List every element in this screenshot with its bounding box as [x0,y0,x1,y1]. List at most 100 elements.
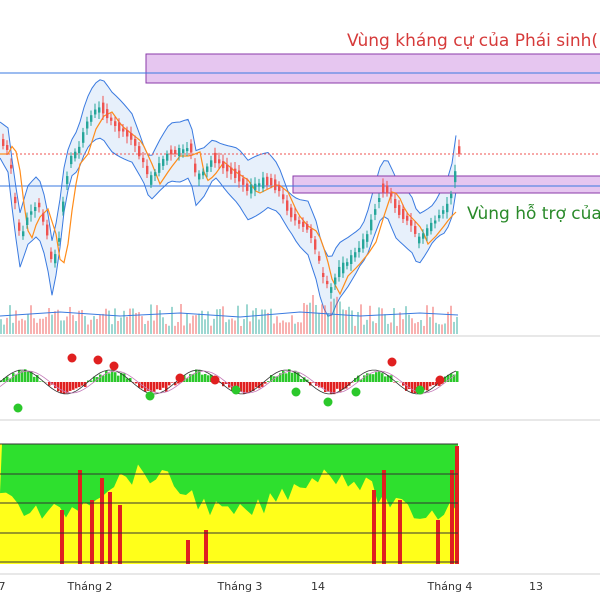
volume-bar [264,310,266,334]
volume-bar [225,322,227,334]
oscillator-bar [60,382,63,393]
volume-bar [450,306,452,334]
signal-dot [232,386,241,395]
candle [50,252,52,259]
volume-bar [210,326,212,334]
volume-bar [291,315,293,334]
candle [138,146,140,156]
oscillator-bar [285,373,288,382]
oscillator-bar [429,382,432,386]
signal-dot [436,376,445,385]
oscillator-bar [69,382,72,391]
heatmap-red-bar [204,530,208,564]
candle [10,165,12,169]
heatmap-red-bar [78,470,82,564]
volume-bar [96,319,98,334]
oscillator-bar [18,370,21,382]
volume-bar [102,314,104,334]
oscillator-bar [90,381,93,382]
volume-bar [324,305,326,334]
candle [42,213,44,221]
oscillator-bar [159,382,162,390]
candle [70,156,72,164]
candle [290,208,292,218]
signal-dot [176,374,185,383]
oscillator-bar [162,382,165,388]
volume-bar [273,323,275,334]
candle [422,233,424,238]
volume-bar [174,326,176,334]
x-tick-label: 7 [0,580,6,593]
oscillator-bar [57,382,60,391]
volume-bar [249,321,251,334]
oscillator-bar [321,382,324,388]
volume-bar [6,318,8,334]
volume-bar [396,326,398,334]
oscillator-bar [207,375,210,382]
candle [254,184,256,191]
oscillator-bar [39,381,42,382]
volume-bar [339,302,341,334]
volume-bar [24,320,26,334]
volume-bar [411,318,413,334]
oscillator-bar [372,374,375,382]
candle [230,168,232,174]
candle [54,254,56,263]
volume-bar [423,326,425,334]
volume-bar [360,304,362,334]
candle [78,147,80,153]
candle [86,122,88,129]
volume-bar [237,306,239,334]
volume-bar [75,321,77,334]
candle [118,122,120,131]
volume-bar [105,309,107,334]
candle [238,171,240,182]
volume-bar [42,319,44,334]
oscillator-bar [105,371,108,382]
volume-bar [99,315,101,334]
heatmap-panel [0,444,459,564]
candle [446,204,448,212]
oscillator-bar [456,371,459,382]
candle [278,185,280,191]
candle [158,163,160,173]
heatmap-red-bar [436,520,440,564]
volume-bar [447,312,449,334]
candle [182,149,184,153]
support-zone-label: Vùng hỗ trợ của [467,203,600,224]
candle [302,222,304,227]
oscillator-bar [369,374,372,382]
volume-bar [288,322,290,334]
volume-bar [363,325,365,334]
volume-bar [132,308,134,334]
oscillator-bar [111,371,114,382]
volume-bar [123,311,125,334]
candle [6,145,8,150]
signal-dot [292,388,301,397]
volume-bar [306,305,308,334]
oscillator-bar [153,382,156,392]
candle [154,172,156,176]
heatmap-red-bar [372,490,376,564]
candle [414,226,416,234]
volume-bar [387,324,389,334]
volume-bar [144,324,146,334]
volume-bar [111,324,113,334]
volume-bar [444,323,446,334]
volume-bar [441,324,443,334]
candle [2,139,4,146]
volume-bar [279,323,281,334]
volume-bar [141,316,143,334]
candle [150,175,152,185]
oscillator-bar [114,372,117,382]
volume-bar [375,323,377,334]
oscillator-bar [27,372,30,382]
volume-bar [372,321,374,334]
resistance-zone-label: Vùng kháng cự của Phái sinh( [347,31,598,51]
candle [170,150,172,155]
volume-bar [435,323,437,334]
signal-dot [352,388,361,397]
volume-bar [408,315,410,334]
candle [438,215,440,218]
volume-bar [150,304,152,334]
